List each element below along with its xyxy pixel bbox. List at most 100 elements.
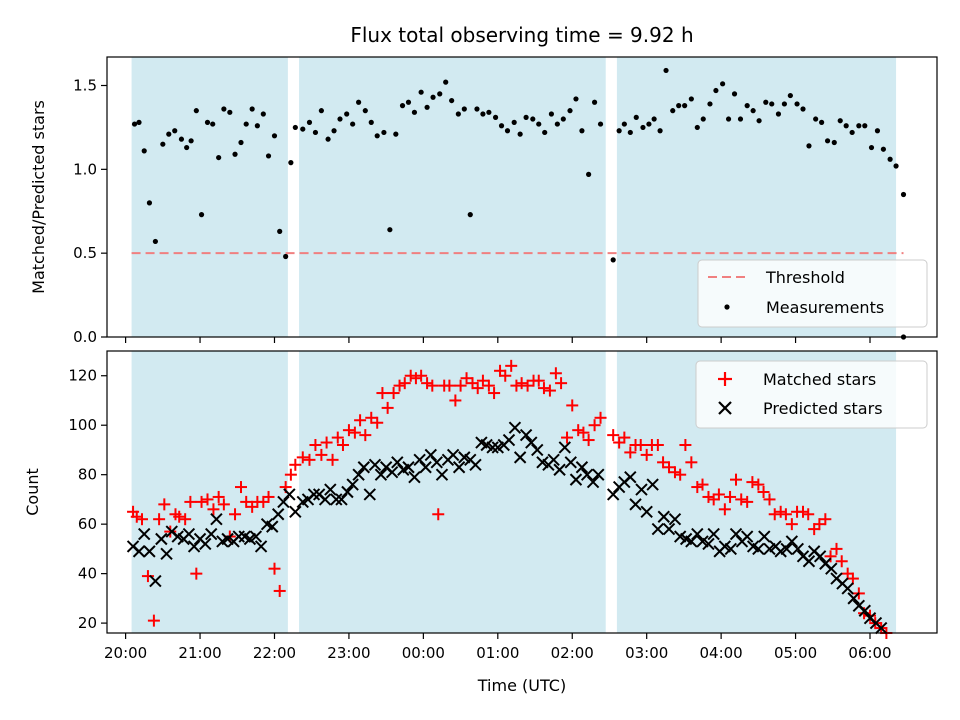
- predicted-star-point: [435, 468, 449, 481]
- matched-star-point: [679, 439, 692, 451]
- matched-star-point: [712, 488, 725, 501]
- measurement-point: [646, 121, 652, 127]
- matched-star-point: [685, 456, 698, 469]
- matched-star-point: [315, 448, 328, 461]
- measurement-point: [824, 138, 831, 144]
- top-legend-box: [697, 259, 928, 328]
- predicted-star-point: [651, 522, 665, 536]
- matched-star-point: [348, 426, 361, 439]
- predicted-star-point: [592, 468, 605, 481]
- measurement-point: [750, 108, 756, 114]
- measurement-point: [331, 128, 337, 134]
- measurement-point: [775, 111, 782, 117]
- top-y-ticks: 0.0 0.5 1.0 1.5: [73, 77, 107, 346]
- predicted-star-point: [249, 530, 263, 543]
- predicted-star-point: [780, 542, 793, 556]
- matched-star-point: [393, 379, 406, 392]
- measurement-point: [819, 119, 825, 125]
- measurement-point: [350, 121, 356, 127]
- measurement-point: [893, 163, 899, 169]
- measurement-point: [720, 81, 726, 87]
- shaded-interval: [299, 57, 606, 337]
- predicted-star-point: [802, 555, 816, 568]
- bottom-axes-frame: [106, 350, 938, 634]
- matched-star-point: [846, 572, 859, 585]
- matched-star-point: [582, 434, 595, 447]
- predicted-star-point: [580, 468, 594, 481]
- measurement-point: [621, 121, 627, 127]
- matched-star-point: [404, 369, 417, 382]
- shaded-interval: [131, 351, 288, 633]
- measurement-point: [567, 108, 573, 114]
- measurement-point: [411, 109, 418, 115]
- matched-star-point: [398, 377, 411, 390]
- measurement-point: [682, 103, 688, 109]
- bottom-legend-box: [695, 360, 928, 429]
- matched-star-point: [515, 377, 528, 390]
- measurement-point: [586, 171, 592, 177]
- predicted-star-point: [272, 508, 285, 521]
- predicted-star-point: [408, 470, 421, 484]
- measurement-point: [300, 126, 306, 132]
- matched-star-point: [153, 513, 166, 526]
- predicted-star-point: [419, 461, 432, 474]
- matched-star-point: [331, 431, 344, 444]
- chart-title: Flux total observing time = 9.92 h: [350, 23, 693, 47]
- predicted-star-point: [513, 451, 527, 464]
- matched-star-point: [797, 505, 810, 518]
- matched-star-point: [415, 369, 428, 382]
- x-tick-label: 22:00: [253, 644, 296, 662]
- predicted-star-point: [289, 505, 302, 518]
- predicted-star-point: [374, 468, 388, 481]
- matched-star-point: [588, 419, 601, 432]
- bottom-y-tick-label: 20: [78, 614, 97, 632]
- measurement-point: [517, 131, 523, 137]
- measurement-point: [325, 136, 331, 142]
- matched-star-point: [702, 490, 715, 503]
- matched-star-point: [217, 498, 230, 511]
- measurement-point: [663, 67, 669, 74]
- measurement-point: [560, 116, 566, 122]
- matched-star-point: [173, 510, 186, 523]
- matched-star-point: [234, 481, 247, 494]
- matched-star-point: [674, 468, 687, 481]
- matched-star-point: [289, 458, 302, 471]
- legend-matched-label: Matched stars: [763, 370, 876, 389]
- matched-star-point: [482, 379, 495, 392]
- measurement-point: [381, 129, 387, 136]
- legend-matched-swatch: [718, 372, 732, 386]
- measurement-point: [387, 227, 393, 233]
- measurement-point: [542, 129, 548, 136]
- predicted-star-point: [553, 463, 566, 476]
- x-tick-label: 21:00: [178, 644, 221, 662]
- predicted-star-point: [702, 537, 715, 551]
- predicted-star-point: [691, 527, 704, 541]
- measurement-point: [763, 99, 769, 105]
- predicted-star-point: [318, 493, 332, 506]
- x-tick-label: 23:00: [327, 644, 370, 662]
- x-tick-label: 03:00: [625, 644, 668, 662]
- x-axis-label: Time (UTC): [477, 676, 566, 695]
- predicted-star-point: [547, 453, 560, 467]
- measurement-point: [627, 129, 633, 136]
- measurement-point: [283, 253, 289, 260]
- bottom-y-tick-label: 120: [68, 367, 97, 385]
- matched-star-point: [543, 384, 556, 397]
- matched-star-point: [454, 379, 467, 392]
- legend-predicted-label: Predicted stars: [763, 399, 883, 418]
- bottom-panel: 20 40 60 80 100 120 20:00 21:00 22:00 23:00 00:00…: [23, 350, 938, 695]
- measurement-point: [131, 121, 138, 127]
- predicted-star-point: [707, 527, 720, 541]
- measurement-point: [511, 119, 517, 125]
- predicted-star-point: [813, 550, 827, 563]
- measurement-point: [399, 103, 406, 109]
- measurement-point: [337, 116, 343, 122]
- matched-star-point: [510, 379, 523, 392]
- predicted-star-point: [277, 495, 290, 509]
- bottom-y-tick-label: 40: [78, 565, 97, 583]
- predicted-star-point: [254, 540, 268, 553]
- bottom-y-tick-label: 80: [78, 466, 97, 484]
- measurement-point: [443, 79, 449, 85]
- matched-star-point: [668, 466, 681, 479]
